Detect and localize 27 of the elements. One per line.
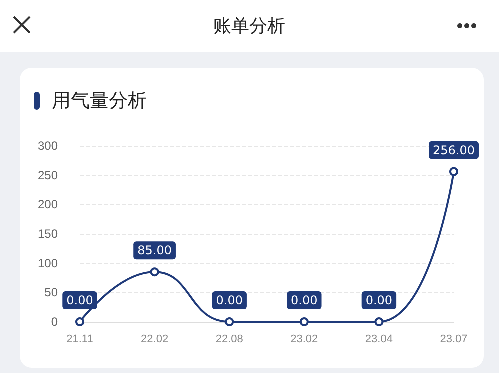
- point: [76, 318, 84, 326]
- x-tick-label: 22.08: [216, 334, 244, 346]
- point: [225, 318, 234, 326]
- y-tick-label: 300: [38, 139, 58, 153]
- data-label: 0.00: [366, 294, 393, 308]
- x-tick-label: 21.11: [66, 334, 94, 346]
- y-tick-label: 50: [44, 286, 58, 300]
- point: [450, 167, 458, 176]
- data-label: 256.00: [433, 143, 475, 158]
- x-tick-label: 23.07: [440, 334, 468, 346]
- data-label: 85.00: [138, 244, 172, 258]
- y-tick-label: 150: [38, 227, 58, 241]
- point: [300, 318, 309, 326]
- data-label: 0.00: [66, 294, 94, 308]
- y-tick-label: 0: [51, 315, 58, 329]
- x-tick-label: 23.04: [365, 334, 393, 346]
- x-tick-label: 22.02: [141, 334, 169, 346]
- point: [150, 268, 160, 277]
- point: [374, 318, 384, 326]
- x-tick-label: 23.02: [290, 334, 318, 346]
- y-tick-label: 200: [38, 198, 58, 212]
- text: 账单分析: [212, 15, 286, 38]
- chart-title: 用气量分析: [52, 89, 147, 114]
- data-label: 0.00: [216, 294, 243, 308]
- y-tick-label: 250: [38, 168, 58, 182]
- y-tick-label: 100: [38, 256, 58, 270]
- data-label: 0.00: [291, 294, 318, 308]
